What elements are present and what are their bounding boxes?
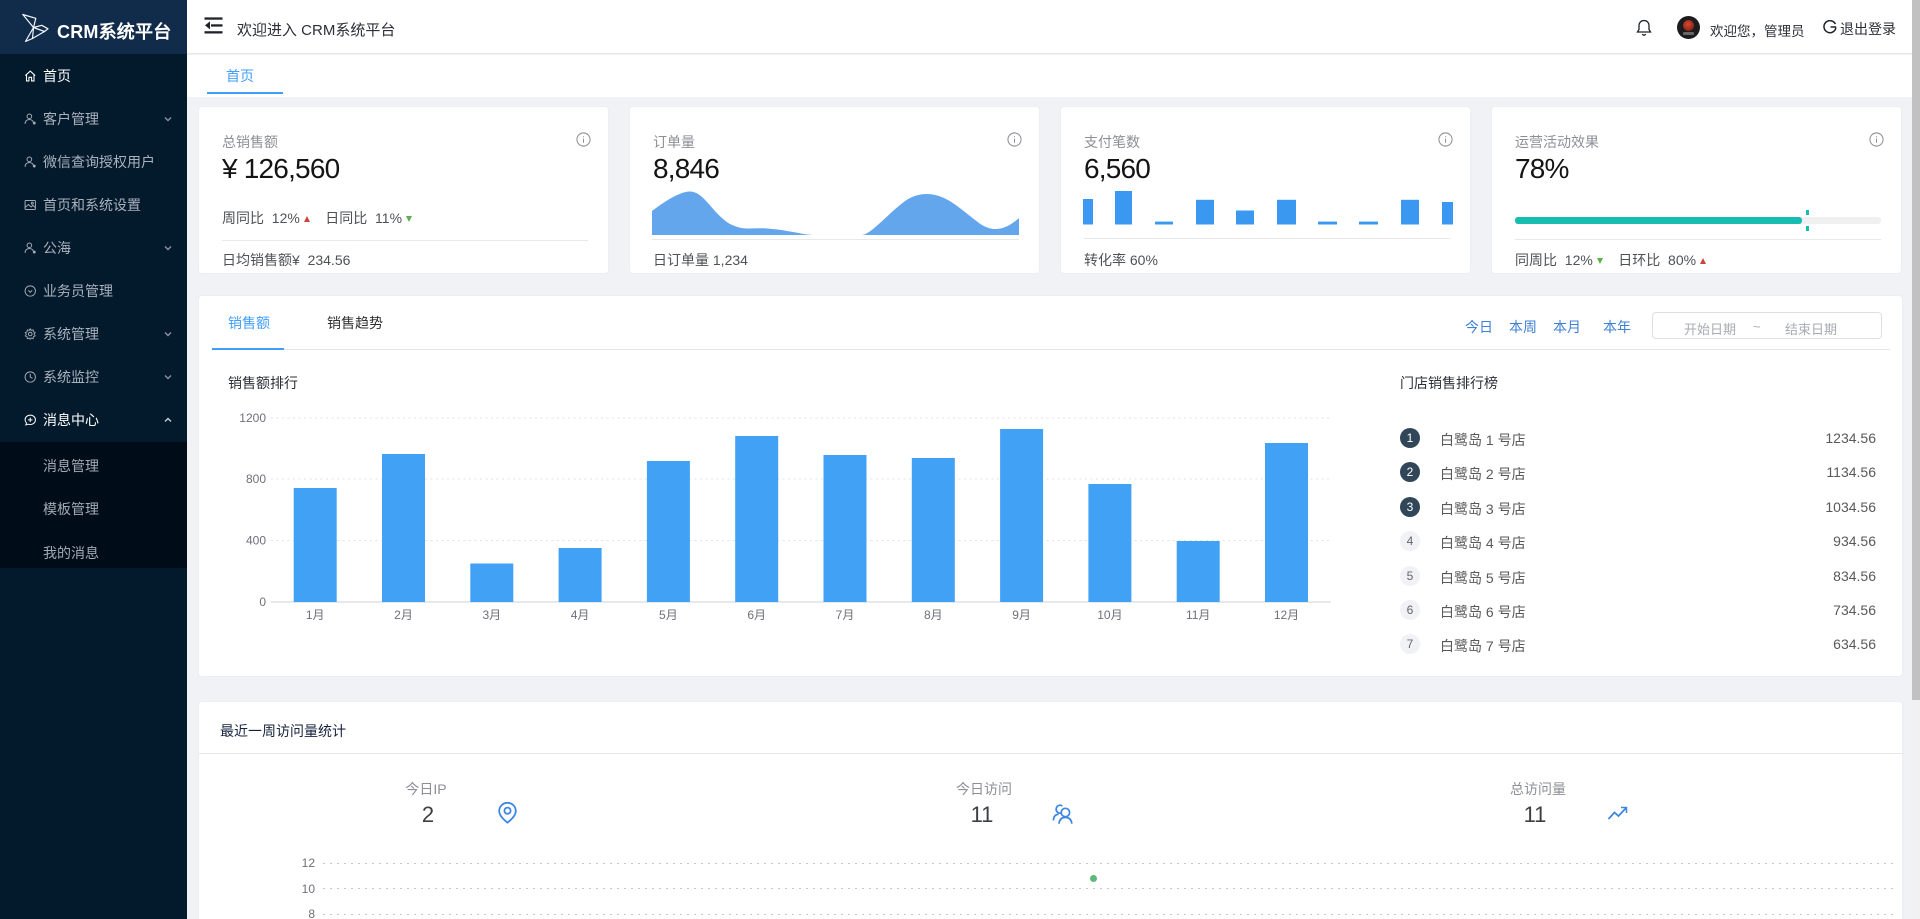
svg-text:10月: 10月 [1097, 608, 1122, 622]
svg-text:9月: 9月 [1012, 608, 1031, 622]
svg-text:5月: 5月 [659, 608, 678, 622]
svg-text:0: 0 [259, 595, 266, 609]
svg-text:1200: 1200 [239, 411, 266, 425]
svg-text:3月: 3月 [482, 608, 501, 622]
svg-text:8月: 8月 [924, 608, 943, 622]
svg-text:12月: 12月 [1274, 608, 1299, 622]
svg-text:6月: 6月 [747, 608, 766, 622]
svg-text:4月: 4月 [571, 608, 590, 622]
svg-text:1月: 1月 [306, 608, 325, 622]
svg-text:2月: 2月 [394, 608, 413, 622]
svg-text:7月: 7月 [836, 608, 855, 622]
svg-text:11月: 11月 [1186, 608, 1210, 622]
svg-text:400: 400 [246, 534, 266, 548]
svg-text:800: 800 [246, 472, 266, 486]
